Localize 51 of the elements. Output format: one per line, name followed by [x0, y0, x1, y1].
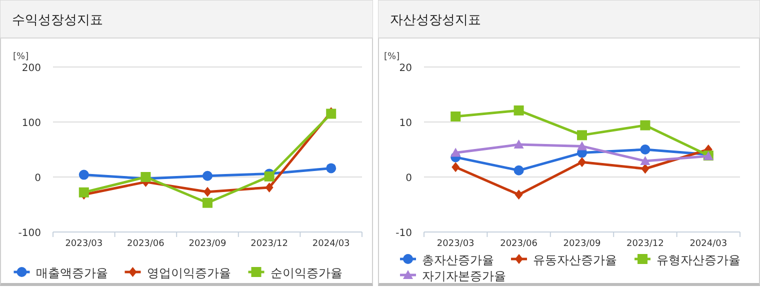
point: [202, 198, 212, 208]
y-tick-label: 20: [399, 63, 412, 74]
point: [640, 144, 650, 154]
point: [265, 182, 274, 192]
point: [204, 186, 212, 197]
x-tick-label: 2024/03: [690, 239, 728, 249]
legend-label: 자기자본증가율: [422, 269, 506, 283]
point: [514, 190, 523, 200]
y-axis-title: [%]: [13, 52, 29, 62]
point: [326, 163, 336, 174]
legend-label: 유동자산증가율: [533, 253, 617, 267]
legend-label: 매출액증가율: [36, 266, 108, 280]
point: [202, 170, 212, 181]
point: [78, 170, 89, 180]
point: [514, 165, 524, 176]
x-tick-label: 2023/03: [436, 239, 474, 249]
y-tick-label: 200: [22, 63, 41, 74]
x-tick-label: 2023/03: [65, 239, 103, 249]
point: [452, 162, 460, 172]
point: [640, 156, 650, 166]
x-tick-label: 2023/06: [500, 239, 538, 249]
point: [514, 105, 524, 116]
chart-title: 수익성장성지표: [12, 13, 103, 28]
legend-label: 유형자산증가율: [656, 253, 740, 267]
point: [450, 112, 461, 122]
legend-label: 영업이익증가율: [146, 266, 231, 280]
y-tick-label: 0: [406, 173, 412, 184]
y-tick-label: 0: [34, 173, 41, 184]
x-tick-label: 2023/12: [626, 239, 664, 249]
point: [640, 120, 650, 130]
y-tick-label: -10: [396, 228, 412, 239]
point: [514, 140, 524, 149]
x-tick-label: 2023/09: [188, 239, 226, 249]
x-tick-label: 2023/06: [127, 239, 165, 249]
legend-label: 순이익증가율: [270, 266, 342, 280]
x-tick-label: 2023/12: [250, 239, 288, 249]
y-axis-title: [%]: [384, 52, 400, 62]
y-tick-label: -100: [18, 228, 41, 239]
point: [577, 130, 587, 140]
point: [578, 157, 586, 168]
chart-title: 자산성장성지표: [390, 13, 481, 28]
point: [641, 164, 650, 174]
x-tick-label: 2023/09: [563, 239, 601, 249]
point: [78, 187, 89, 198]
legend-label: 총자산증가율: [422, 253, 494, 267]
point: [577, 141, 587, 150]
point: [450, 148, 461, 157]
x-tick-label: 2024/03: [312, 239, 350, 249]
point: [264, 171, 274, 182]
y-tick-label: 10: [399, 118, 412, 129]
y-tick-label: 100: [22, 118, 41, 129]
